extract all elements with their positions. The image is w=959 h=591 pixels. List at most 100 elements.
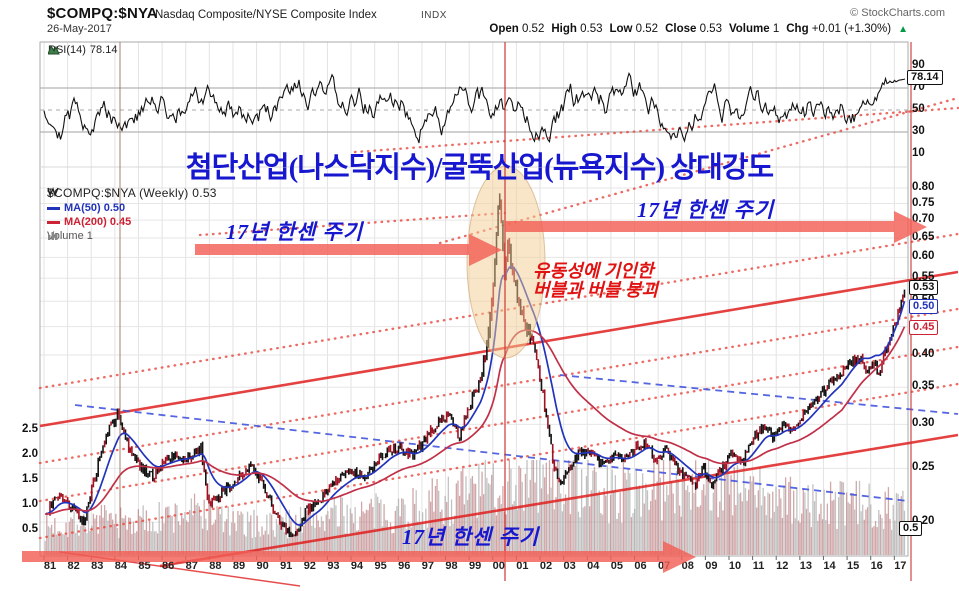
year-axis-label: 95	[374, 560, 387, 572]
year-axis-label: 81	[43, 560, 57, 572]
rsi-axis-label: 50	[912, 103, 925, 115]
year-axis-label: 05	[610, 560, 623, 572]
annotation-title-ko: 첨단산업(나스닥지수)/굴뚝산업(뉴욕지수) 상대강도	[185, 152, 774, 184]
rsi-axis-label: 90	[912, 59, 925, 71]
change-up-icon: ▲	[898, 24, 908, 35]
bubble-note-line1: 유동성에 기인한	[533, 261, 654, 281]
rsi-axis-label: 30	[912, 125, 925, 137]
year-axis-label: 10	[728, 560, 742, 572]
price-axis-label: 0.40	[912, 348, 935, 361]
volume-axis-label: 1.0	[22, 498, 38, 510]
year-axis-label: 91	[280, 560, 293, 572]
quote-value: 1	[769, 23, 780, 35]
year-axis-label: 17	[894, 560, 907, 572]
year-axis-label: 01	[516, 560, 529, 572]
year-axis-label: 11	[752, 560, 765, 572]
rsi-legend-value: 78.14	[89, 44, 118, 56]
ohlc-quote-row: Open 0.52 High 0.53 Low 0.52 Close 0.53 Volu…	[489, 23, 908, 35]
rsi-value-callout: 78.14	[907, 70, 943, 85]
quote-value: 0.52	[632, 23, 659, 35]
annotation-cycle-right: 17년 한센 주기	[637, 198, 775, 222]
ma200-legend: MA(200) 0.45	[47, 216, 131, 228]
ma200-legend-label: MA(200) 0.45	[64, 216, 132, 228]
price-axis-label: 0.80	[912, 181, 935, 193]
stockcharts-credit: © StockCharts.com	[850, 7, 945, 19]
ma50-swatch	[47, 206, 60, 210]
price-axis-label: 0.75	[912, 196, 935, 209]
annotation-cycle-left: 17년 한센 주기	[226, 220, 364, 244]
year-axis-label: 85	[138, 560, 151, 572]
year-axis-label: 88	[209, 560, 222, 572]
year-axis-label: 16	[870, 560, 883, 572]
year-axis-label: 13	[799, 560, 812, 572]
year-axis-label: 84	[114, 560, 127, 572]
volume-legend: Volume 1	[47, 230, 93, 242]
symbol-title: $COMPQ:$NYA	[47, 5, 158, 22]
cycle-arrow-right	[505, 221, 894, 232]
ma50-value-callout: 0.50	[909, 299, 939, 314]
cycle-arrow-left	[195, 244, 469, 255]
year-axis-label: 83	[91, 560, 104, 572]
quote-label: Chg	[786, 23, 809, 35]
year-axis-label: 86	[161, 560, 175, 572]
quote-value: 0.52	[518, 23, 545, 35]
year-axis-label: 82	[67, 560, 80, 572]
ma50-legend-label: MA(50) 0.50	[64, 202, 126, 214]
rsi-area-icon	[48, 44, 60, 55]
year-axis-label: 06	[634, 560, 647, 572]
year-axis-label: 98	[445, 560, 458, 572]
volume-axis-label: 1.5	[22, 473, 38, 485]
quote-value: 0.53	[576, 23, 603, 35]
quote-label: High	[551, 23, 577, 35]
year-axis-label: 99	[469, 560, 482, 572]
volume-legend-label: Volume 1	[47, 230, 93, 242]
cycle-arrow-bottom	[22, 551, 663, 562]
price-axis-label: 0.25	[912, 461, 935, 474]
year-axis-label: 04	[587, 560, 600, 572]
year-axis-label: 97	[421, 560, 435, 572]
ma200-value-callout: 0.45	[909, 320, 939, 335]
year-axis-label: 12	[776, 560, 789, 572]
year-axis-label: 02	[539, 560, 553, 572]
exchange-label: INDX	[421, 10, 447, 21]
price-axis-label: 0.60	[912, 250, 935, 263]
price-legend-label: $COMPQ:$NYA (Weekly) 0.53	[47, 186, 217, 200]
rsi-axis-label: 10	[912, 147, 925, 159]
year-axis-label: 92	[303, 560, 316, 572]
ma50-legend: MA(50) 0.50	[47, 202, 125, 214]
year-axis-label: 90	[256, 560, 269, 572]
year-axis-label: 14	[823, 560, 836, 572]
price-axis-label: 0.35	[912, 380, 935, 393]
rsi-legend: RSI(14) 78.14	[48, 44, 117, 56]
quote-value: +0.01 (+1.30%)	[808, 23, 892, 35]
year-axis-label: 96	[398, 560, 411, 572]
year-axis-label: 03	[563, 560, 576, 572]
symbol-description: Nasdaq Composite/NYSE Composite Index	[155, 9, 377, 21]
quote-value: 0.53	[696, 23, 722, 35]
price-axis-label: 0.30	[912, 417, 935, 430]
candlestick-icon	[47, 187, 59, 197]
close-value-callout: 0.53	[909, 280, 939, 295]
volume-axis-label: 0.5	[22, 523, 38, 535]
quote-label: Low	[609, 23, 633, 35]
year-axis-label: 94	[350, 560, 364, 572]
annotation-bubble-note: 유동성에 기인한 버블과 버블 붕괴	[533, 262, 658, 300]
year-axis-label: 09	[705, 560, 718, 572]
year-axis-label: 87	[185, 560, 198, 572]
year-axis-label: 93	[327, 560, 340, 572]
year-axis-label: 15	[846, 560, 860, 572]
volume-axis-label: 2.5	[22, 423, 38, 435]
year-axis-label: 89	[232, 560, 246, 572]
bubble-note-line2: 버블과 버블 붕괴	[533, 280, 658, 300]
year-axis-label: 00	[492, 560, 505, 572]
volume-axis-label: 2.0	[22, 448, 38, 460]
annotation-cycle-bottom: 17년 한센 주기	[402, 525, 540, 549]
ma200-swatch	[47, 220, 60, 224]
quote-label: Open	[489, 23, 519, 35]
quote-label: Volume	[728, 23, 770, 35]
price-legend: $COMPQ:$NYA (Weekly) 0.53	[47, 186, 217, 200]
volume-value-callout: 0.5	[899, 521, 923, 536]
chart-date: 26-May-2017	[47, 23, 112, 35]
